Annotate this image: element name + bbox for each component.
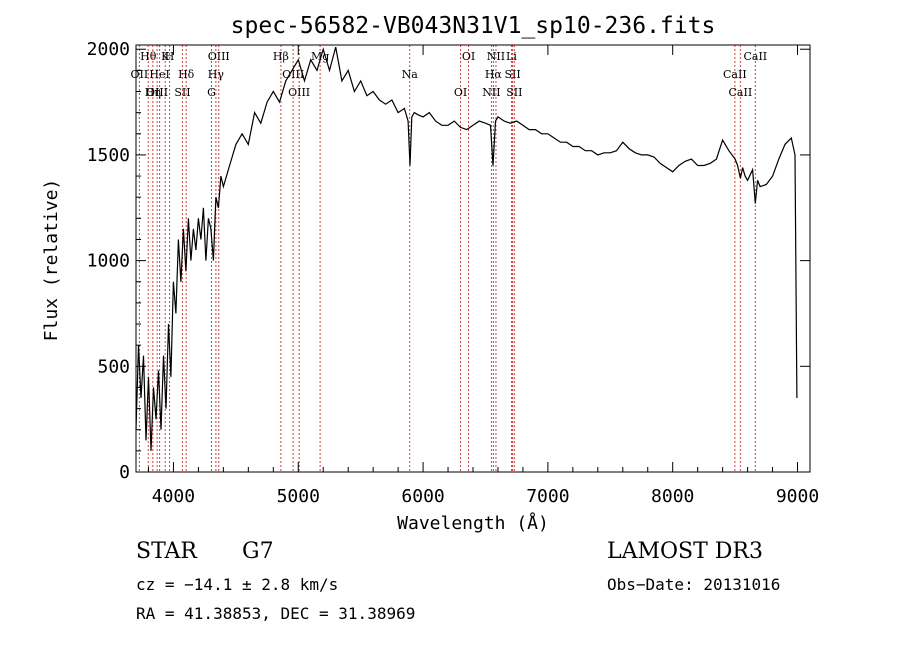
line-label-16: Na [402,68,419,81]
line-label-20: NII [482,86,500,99]
line-label-27: CaII [743,50,767,63]
line-label-8: SII [174,86,190,99]
line-label-18: OI [462,50,475,63]
line-label-6: H [165,50,175,63]
y-tick-label-0: 0 [119,462,130,483]
spectral-line-labels: HθOIIOIIIKHeIHηHHδSIIOIIIHγGHβOIIIOIIIMg… [131,50,768,99]
line-label-21: NII [487,50,505,63]
chart-title: spec-56582-VB043N31V1_sp10-236.fits [231,13,716,39]
x-tick-label-2: 6000 [401,486,444,507]
line-label-26: CaII [729,86,753,99]
line-label-23: SII [506,86,522,99]
line-label-1: OII [131,68,149,81]
x-axis-ticks: 4000 5000 6000 7000 8000 9000 [147,45,819,507]
y-tick-label-2: 1000 [87,251,130,272]
observation-date: Obs−Date: 20131016 [607,575,780,594]
x-axis-label: Wavelength (Å) [397,512,549,534]
y-axis-ticks: 0 500 1000 1500 2000 [87,39,810,483]
line-label-5: Hη [145,86,161,99]
line-label-14: OIII [288,86,310,99]
line-label-10: Hγ [208,68,225,81]
line-label-4: HeI [149,68,169,81]
line-label-9: OIII [208,50,230,63]
coordinates-readout: RA = 41.38853, DEC = 31.38969 [136,604,415,623]
x-tick-label-4: 8000 [651,486,694,507]
line-label-3: K [161,50,170,63]
plot-frame [135,44,811,473]
line-label-22: SII [504,68,520,81]
line-label-7: Hδ [178,68,195,81]
y-tick-label-1: 500 [97,356,130,377]
y-tick-label-4: 2000 [87,39,130,60]
object-class: STAR [136,539,198,564]
x-tick-label-5: 9000 [776,486,819,507]
spectral-line-markers [138,45,756,472]
survey-name: LAMOST DR3 [607,539,763,564]
line-label-0: Hθ [140,50,157,63]
line-label-19: Hα [485,68,503,81]
object-subclass: G7 [242,539,274,564]
x-tick-label-1: 5000 [277,486,320,507]
y-tick-label-3: 1500 [87,145,130,166]
y-axis-label: Flux (relative) [41,179,62,342]
line-label-24: Li [506,50,517,63]
line-label-17: OI [454,86,467,99]
line-label-2: OIII [146,86,168,99]
line-label-12: Hβ [273,50,289,63]
x-tick-label-0: 4000 [152,486,195,507]
spectrum-line [135,46,798,451]
x-tick-label-3: 7000 [526,486,569,507]
line-label-11: G [207,86,216,99]
redshift-readout: cz = −14.1 ± 2.8 km/s [136,575,338,594]
line-label-25: CaII [723,68,747,81]
